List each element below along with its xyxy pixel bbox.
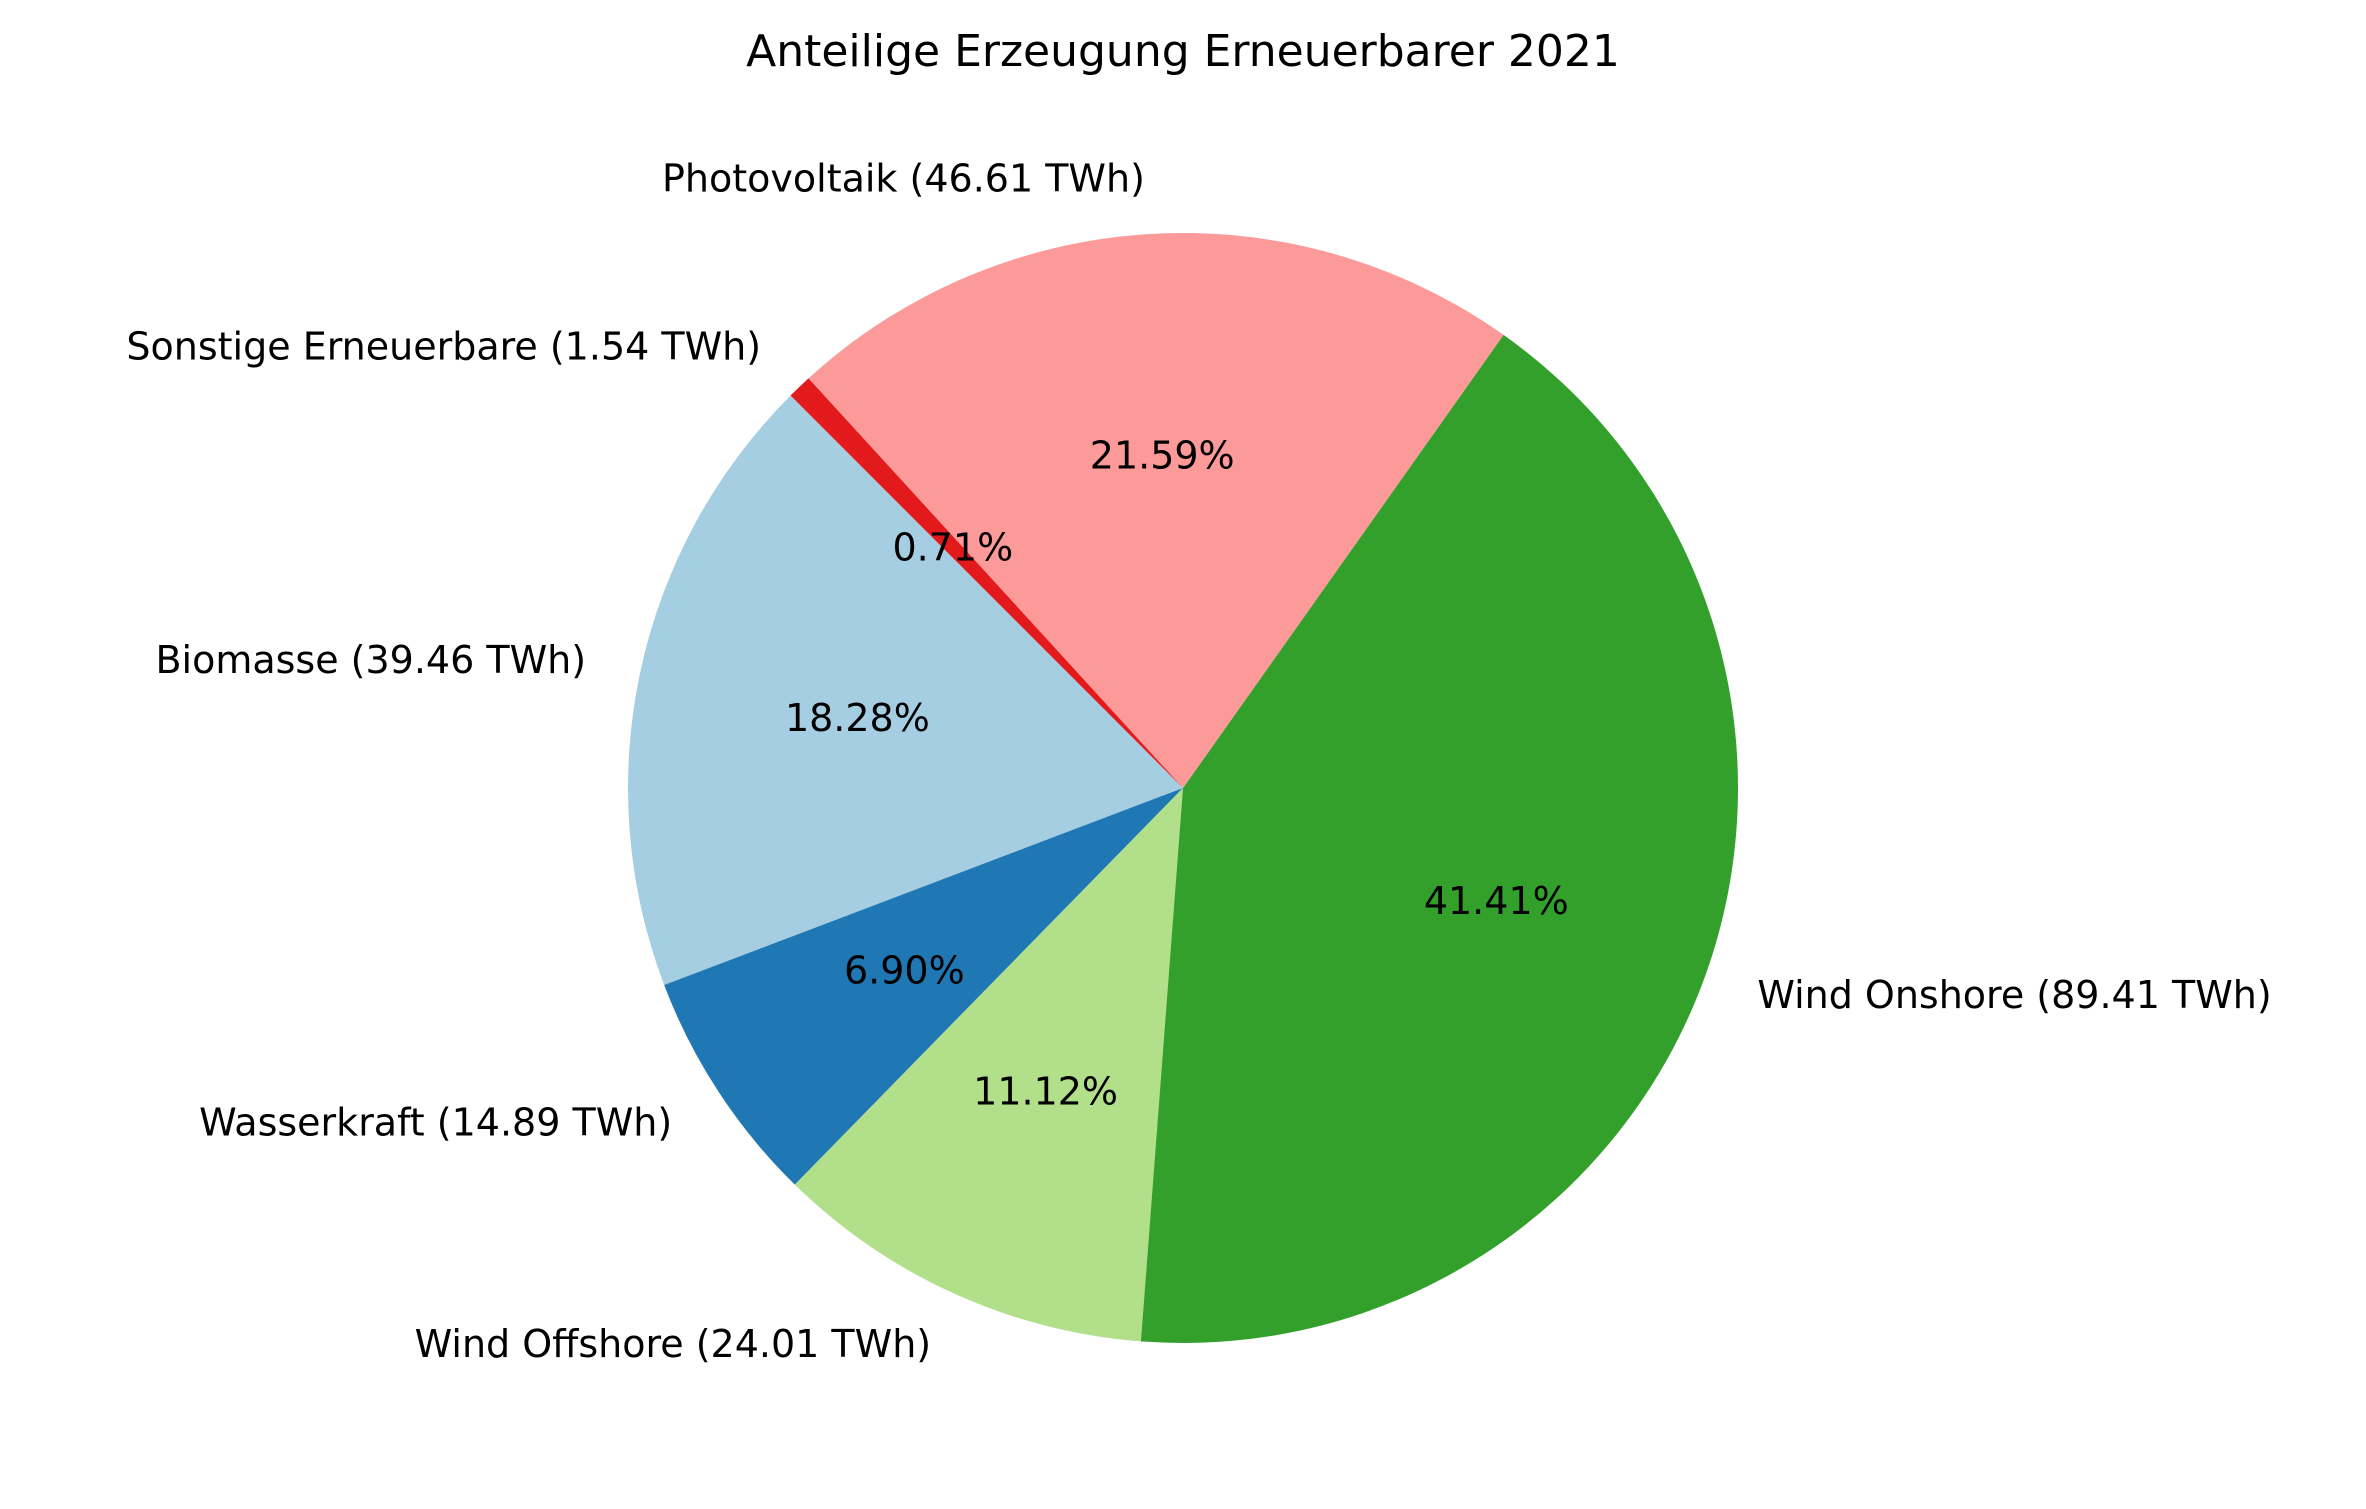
pie-slice-wind-offshore: [794, 788, 1183, 1342]
percent-label: 11.12%: [973, 1069, 1118, 1113]
pie-slice-photovoltaik: [808, 233, 1504, 788]
slice-label: Biomasse (39.46 TWh): [155, 638, 586, 682]
percent-label: 18.28%: [785, 696, 930, 740]
percent-label: 21.59%: [1090, 434, 1235, 478]
percent-labels: 18.28% 6.90% 11.12% 41.41% 21.59% 0.71%: [785, 434, 1569, 1114]
pie-slice-sonstige-erneuerbare: [790, 378, 1183, 788]
pie-slice-wasserkraft: [664, 788, 1183, 1185]
percent-label: 41.41%: [1424, 879, 1569, 923]
slice-label: Wind Offshore (24.01 TWh): [415, 1322, 931, 1366]
percent-label: 6.90%: [844, 948, 965, 992]
pie-slices: [628, 233, 1738, 1343]
percent-label: 0.71%: [893, 525, 1014, 569]
chart-title: Anteilige Erzeugung Erneuerbarer 2021: [746, 26, 1620, 77]
slice-label: Wasserkraft (14.89 TWh): [199, 1100, 672, 1144]
slice-labels: Biomasse (39.46 TWh) Wasserkraft (14.89 T…: [126, 157, 2271, 1366]
pie-slice-biomasse: [628, 395, 1183, 986]
slice-label: Photovoltaik (46.61 TWh): [662, 157, 1145, 201]
pie-slice-wind-onshore: [1140, 334, 1738, 1343]
slice-label: Wind Onshore (89.41 TWh): [1757, 973, 2271, 1017]
slice-label: Sonstige Erneuerbare (1.54 TWh): [126, 325, 761, 369]
